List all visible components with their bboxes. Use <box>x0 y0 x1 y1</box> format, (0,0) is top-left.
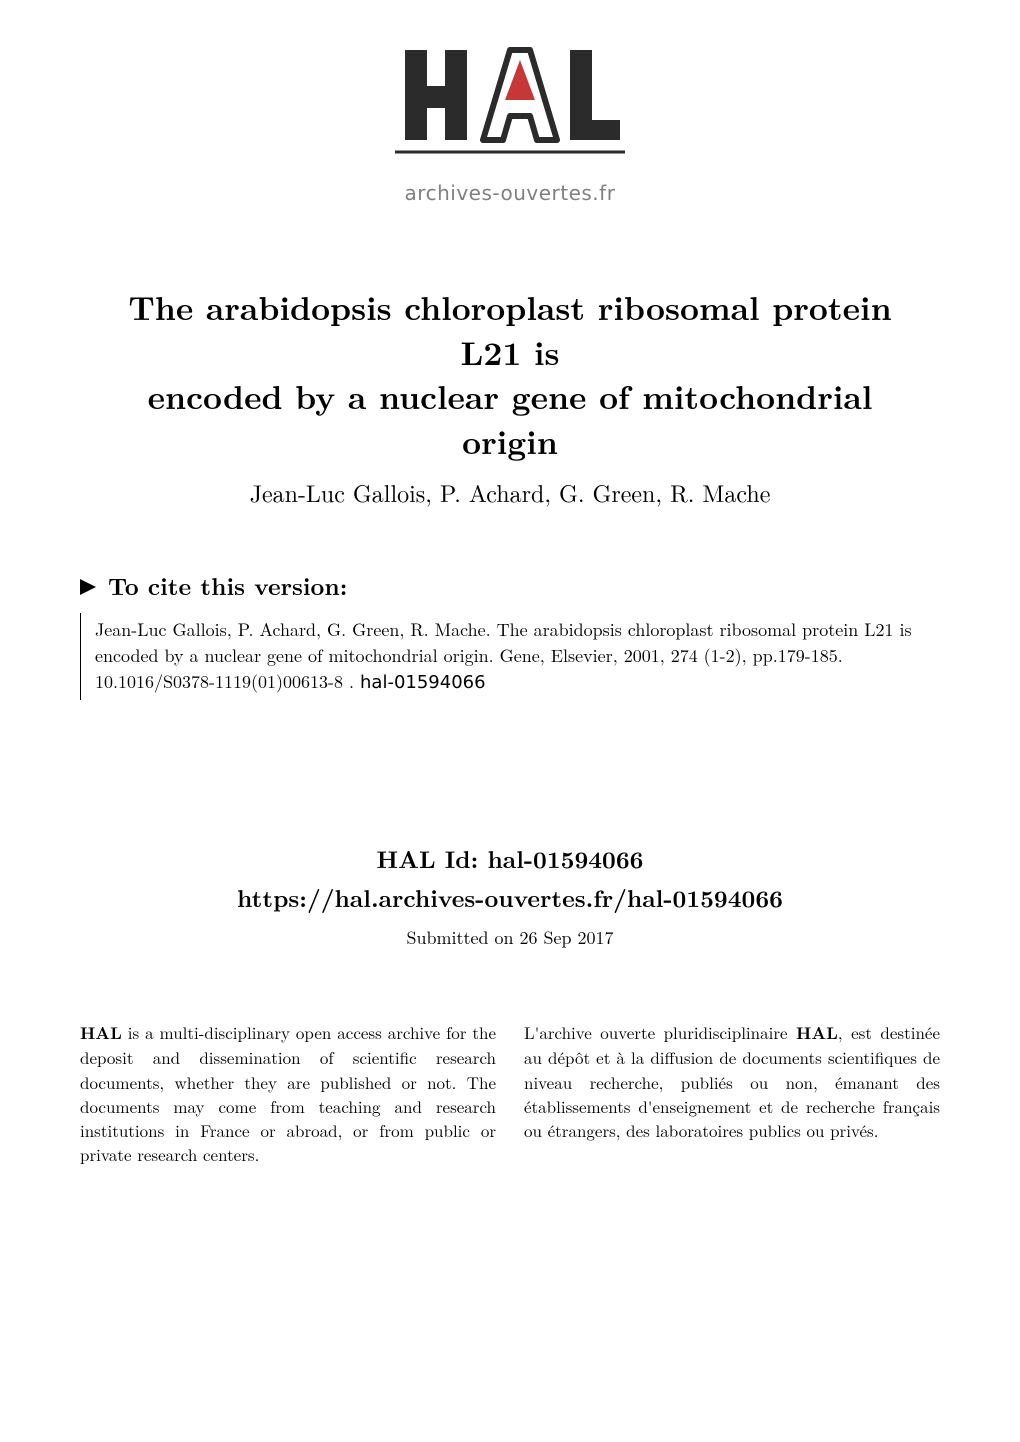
hal-bold-left: HAL <box>80 1021 122 1045</box>
column-left: HAL is a multi-disciplinary open access … <box>80 1020 496 1166</box>
description-columns: HAL is a multi-disciplinary open access … <box>80 1020 940 1166</box>
hal-id-url[interactable]: https://hal.archives-ouvertes.fr/hal-015… <box>80 879 940 917</box>
col-left-text: is a multi-disciplinary open access arch… <box>80 1020 496 1166</box>
cite-hal-tag: hal-01594066 <box>360 672 486 693</box>
paper-title: The arabidopsis chloroplast ribosomal pr… <box>120 285 900 463</box>
title-line-2: encoded by a nuclear gene of mitochondri… <box>148 372 873 464</box>
cite-doi[interactable]: 10.1016/S0378-1119(01)00613-8 <box>95 669 343 694</box>
cite-body: Jean-Luc Gallois, P. Achard, G. Green, R… <box>80 613 940 700</box>
page-root: archives-ouvertes.fr The arabidopsis chl… <box>0 0 1020 1442</box>
logo-url-text: archives-ouvertes.fr <box>80 181 940 205</box>
col-right-pre: L'archive ouverte pluridisciplinaire <box>524 1020 796 1044</box>
hal-id-link[interactable]: https://hal.archives-ouvertes.fr/hal-015… <box>237 881 783 915</box>
hal-bold-right: HAL <box>796 1021 838 1045</box>
hal-logo-block: archives-ouvertes.fr <box>80 40 940 205</box>
authors-line: Jean-Luc Gallois, P. Achard, G. Green, R… <box>80 475 940 509</box>
hal-logo-icon <box>395 40 625 170</box>
cite-header-text: To cite this version: <box>108 569 347 603</box>
cite-block: To cite this version: Jean-Luc Gallois, … <box>80 569 940 700</box>
hal-id-block: HAL Id: hal-01594066 https://hal.archive… <box>80 840 940 917</box>
cite-text: Jean-Luc Gallois, P. Achard, G. Green, R… <box>95 617 912 668</box>
cite-header: To cite this version: <box>80 569 940 603</box>
submitted-date: Submitted on 26 Sep 2017 <box>80 925 940 950</box>
hal-id-label: HAL Id: hal-01594066 <box>80 840 940 878</box>
title-line-1: The arabidopsis chloroplast ribosomal pr… <box>128 283 891 375</box>
triangle-right-icon <box>80 569 96 603</box>
column-right: L'archive ouverte pluridisciplinaire HAL… <box>524 1020 940 1166</box>
